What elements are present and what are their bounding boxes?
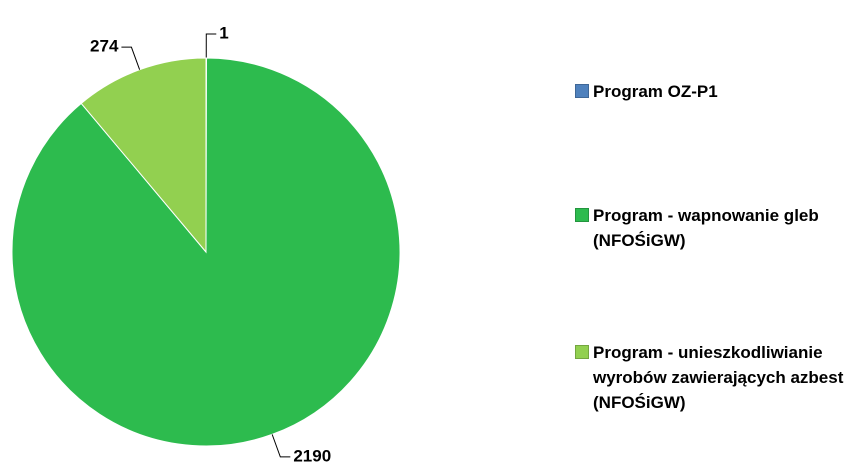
pie-slice [80,57,207,254]
leader-line [271,434,291,458]
legend-swatch [575,345,589,359]
leader-line [205,33,217,59]
legend-label: Program - wapnowanie gleb (NFOŚiGW) [593,206,819,250]
leader-line [121,46,141,70]
legend-item: Program OZ-P1 [575,79,862,104]
legend-item: Program - unieszkodliwianie wyrobów zawi… [575,340,862,415]
legend-item: Program - wapnowanie gleb (NFOŚiGW) [575,203,862,253]
data-label: 274 [90,37,119,56]
legend-swatch [575,208,589,222]
legend-swatch [575,84,589,98]
data-label: 1 [219,23,228,42]
data-label: 2190 [293,446,331,463]
legend-label: Program OZ-P1 [593,82,718,101]
legend: Program OZ-P1 Program - wapnowanie gleb (… [575,0,862,463]
legend-label: Program - unieszkodliwianie wyrobów zawi… [593,343,844,412]
